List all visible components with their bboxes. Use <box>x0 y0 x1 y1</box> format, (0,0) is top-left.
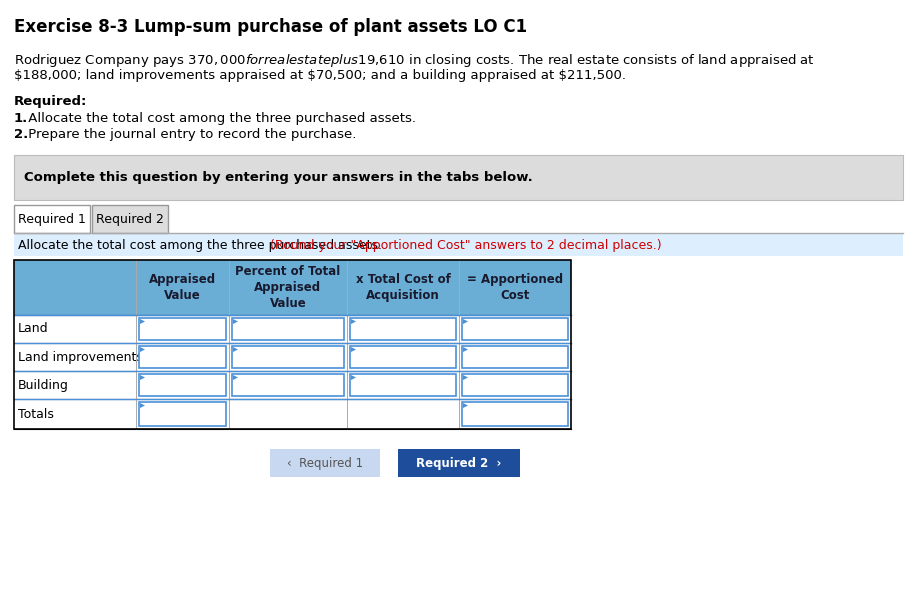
Polygon shape <box>140 403 145 408</box>
Text: Totals: Totals <box>18 408 54 421</box>
Polygon shape <box>351 375 356 380</box>
Bar <box>350 374 456 396</box>
Text: Complete this question by entering your answers in the tabs below.: Complete this question by entering your … <box>24 171 533 184</box>
Polygon shape <box>140 347 145 352</box>
Polygon shape <box>463 319 468 324</box>
Text: Building: Building <box>18 379 69 392</box>
Text: 2.: 2. <box>14 128 28 141</box>
Polygon shape <box>233 375 238 380</box>
Text: Required 2: Required 2 <box>96 213 164 226</box>
Bar <box>139 346 226 368</box>
Bar <box>92 205 168 233</box>
Bar <box>350 318 456 340</box>
Text: $188,000; land improvements appraised at $70,500; and a building appraised at $2: $188,000; land improvements appraised at… <box>14 69 626 82</box>
Bar <box>139 318 226 340</box>
Bar <box>462 346 568 368</box>
Text: x Total Cost of
Acquisition: x Total Cost of Acquisition <box>356 273 450 302</box>
Bar <box>232 318 344 340</box>
Bar <box>232 346 344 368</box>
Text: Percent of Total
Appraised
Value: Percent of Total Appraised Value <box>236 265 340 310</box>
Bar <box>270 449 380 477</box>
Text: 1.: 1. <box>14 112 28 125</box>
Polygon shape <box>233 347 238 352</box>
Bar <box>350 346 456 368</box>
Text: ‹  Required 1: ‹ Required 1 <box>287 456 363 469</box>
Text: Prepare the journal entry to record the purchase.: Prepare the journal entry to record the … <box>24 128 357 141</box>
Bar <box>14 234 903 256</box>
Polygon shape <box>351 347 356 352</box>
Polygon shape <box>233 319 238 324</box>
Polygon shape <box>463 375 468 380</box>
Polygon shape <box>140 375 145 380</box>
Bar <box>139 374 226 396</box>
Text: Land: Land <box>18 323 49 336</box>
Text: Required:: Required: <box>14 95 87 108</box>
Bar <box>232 374 344 396</box>
Polygon shape <box>463 403 468 408</box>
Text: (Round your "Apportioned Cost" answers to 2 decimal places.): (Round your "Apportioned Cost" answers t… <box>270 239 662 252</box>
Text: Rodriguez Company pays $370,000 for real estate plus $19,610 in closing costs. T: Rodriguez Company pays $370,000 for real… <box>14 52 815 69</box>
Bar <box>462 402 568 426</box>
Bar <box>462 374 568 396</box>
Bar <box>14 260 571 315</box>
Bar <box>14 205 90 233</box>
Bar <box>398 449 520 477</box>
Polygon shape <box>351 319 356 324</box>
Polygon shape <box>463 347 468 352</box>
Text: Appraised
Value: Appraised Value <box>149 273 216 302</box>
Text: Allocate the total cost among the three purchased assets.: Allocate the total cost among the three … <box>18 239 386 252</box>
Polygon shape <box>140 319 145 324</box>
Text: Land improvements: Land improvements <box>18 350 143 363</box>
Text: Required 1: Required 1 <box>18 213 86 226</box>
Bar <box>14 260 571 429</box>
Text: = Apportioned
Cost: = Apportioned Cost <box>467 273 563 302</box>
Text: Exercise 8-3 Lump-sum purchase of plant assets LO C1: Exercise 8-3 Lump-sum purchase of plant … <box>14 18 527 36</box>
Text: Required 2  ›: Required 2 › <box>416 456 502 469</box>
Bar <box>14 155 903 200</box>
Text: Allocate the total cost among the three purchased assets.: Allocate the total cost among the three … <box>24 112 416 125</box>
Bar <box>462 318 568 340</box>
Bar <box>139 402 226 426</box>
